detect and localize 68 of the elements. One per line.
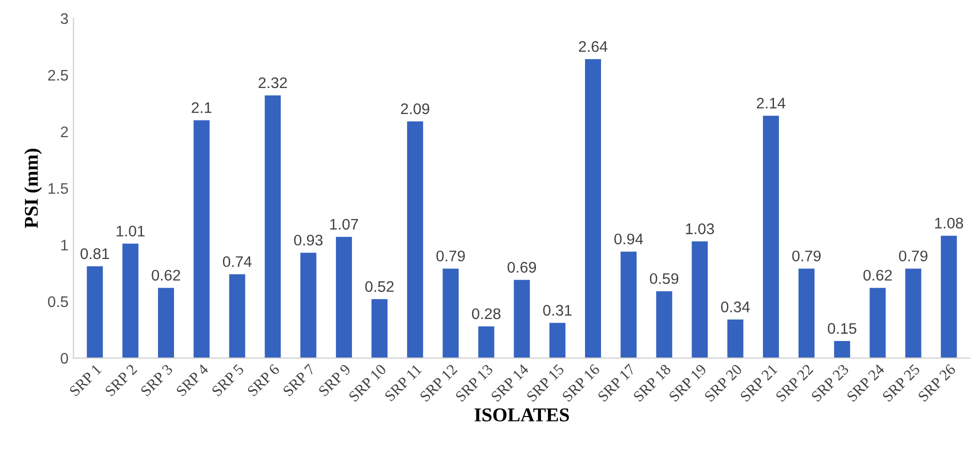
data-label: 0.62: [152, 270, 180, 281]
bar: [798, 268, 815, 358]
y-tick-label: 1.5: [48, 183, 68, 194]
bar: [514, 280, 530, 358]
x-tick-label: SRP 3: [140, 364, 174, 397]
bar: [692, 241, 708, 358]
x-tick-label: SRP 10: [348, 364, 387, 402]
data-label: 2.14: [756, 98, 786, 108]
data-label: 1.01: [116, 226, 145, 236]
data-label: 0.79: [436, 250, 465, 262]
bar: [300, 252, 316, 358]
data-label: 1.03: [686, 223, 714, 234]
x-tick-label: SRP 4: [176, 363, 210, 397]
x-tick-label: SRP 2: [104, 364, 138, 397]
data-label: 0.59: [650, 273, 678, 284]
bar: [727, 320, 744, 358]
y-tick-label: 2: [60, 126, 68, 138]
bar: [372, 299, 388, 358]
bar: [762, 116, 779, 358]
bar: [336, 236, 352, 358]
bar: [940, 236, 957, 358]
y-axis-title: PSI (mm): [24, 148, 42, 228]
bar: [870, 288, 886, 358]
data-label: 2.32: [258, 77, 287, 88]
bar: [656, 291, 672, 358]
bar: [834, 341, 850, 358]
x-axis-title: ISOLATES: [474, 408, 569, 422]
x-tick-label: SRP 7: [282, 364, 316, 397]
data-label: 0.79: [898, 250, 928, 262]
data-label: 0.28: [472, 308, 500, 320]
bar: [86, 266, 103, 358]
x-tick-label: SRP 6: [246, 364, 280, 397]
data-label: 1.07: [330, 218, 358, 230]
data-label: 0.94: [614, 234, 644, 244]
bar: [478, 326, 494, 358]
bar: [264, 95, 281, 358]
data-label: 0.81: [80, 248, 109, 260]
x-tick-label: SRP 21: [740, 364, 778, 402]
y-tick-label: 3: [60, 13, 68, 24]
data-label: 0.31: [543, 304, 572, 316]
data-label: 0.93: [294, 234, 323, 246]
bar: [442, 268, 459, 358]
bar: [122, 244, 138, 358]
y-tick-label: 0.5: [48, 296, 68, 308]
bar: [229, 274, 246, 358]
y-tick-label: 0: [60, 352, 68, 364]
data-label: 0.69: [508, 262, 536, 273]
bar: [549, 322, 566, 358]
data-label: 0.79: [792, 250, 821, 262]
y-tick-label: 2.5: [48, 70, 68, 81]
data-label: 0.74: [222, 256, 252, 268]
data-label: 0.15: [828, 323, 856, 334]
bar: [407, 121, 424, 358]
data-label: 2.09: [401, 103, 430, 114]
data-label: 0.34: [721, 302, 750, 312]
data-label: 0.52: [365, 281, 394, 292]
bar: [905, 268, 922, 358]
data-label: 2.64: [578, 41, 608, 52]
x-tick-label: SRP 5: [211, 364, 244, 397]
x-tick-label: SRP 1: [68, 364, 102, 397]
data-label: 2.1: [192, 102, 212, 113]
bar: [158, 288, 174, 358]
data-label: 0.62: [863, 270, 892, 281]
bar: [194, 120, 210, 358]
bar: [620, 252, 637, 358]
bar: [585, 59, 602, 358]
data-label: 1.08: [935, 218, 964, 229]
y-tick-label: 1: [61, 240, 68, 250]
